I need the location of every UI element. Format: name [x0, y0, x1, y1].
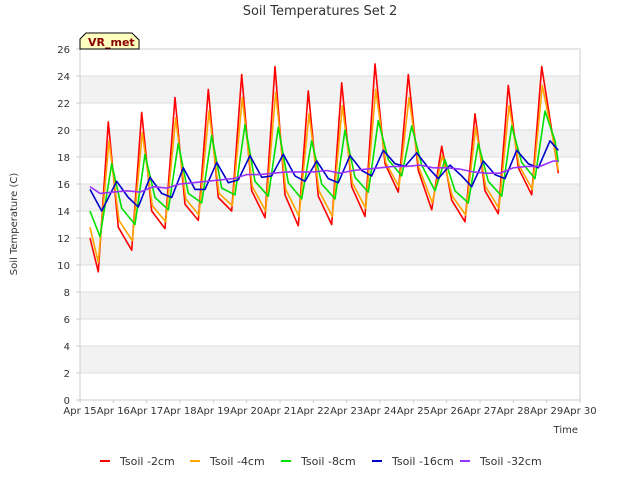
x-axis-label: Time	[553, 425, 578, 436]
x-tick-label: Apr 30	[563, 406, 596, 417]
x-tick-label: Apr 27	[463, 406, 496, 417]
y-tick-label: 20	[57, 126, 70, 137]
series-line-tsoil-4cm	[89, 84, 560, 264]
plot-band	[80, 373, 580, 400]
y-tick-label: 26	[57, 45, 70, 56]
chart-title: Soil Temperatures Set 2	[243, 4, 398, 19]
plot-band	[80, 76, 580, 103]
plot-band	[80, 130, 580, 157]
series-lines	[89, 63, 560, 273]
legend-label: Tsoil -8cm	[300, 455, 356, 468]
x-tick-label: Apr 15	[63, 406, 96, 417]
plot-band	[80, 211, 580, 238]
x-tick-label: Apr 25	[397, 406, 430, 417]
legend-label: Tsoil -4cm	[209, 455, 265, 468]
x-tick-label: Apr 16	[97, 406, 130, 417]
y-tick-label: 10	[57, 261, 70, 272]
x-tick-label: Apr 17	[130, 406, 163, 417]
x-tick-label: Apr 20	[230, 406, 263, 417]
legend-label: Tsoil -2cm	[119, 455, 175, 468]
plot-band	[80, 265, 580, 292]
y-tick-label: 0	[64, 396, 70, 407]
y-axis-label: Soil Temperature (C)	[9, 173, 20, 276]
plot-band	[80, 238, 580, 265]
legend-label: Tsoil -16cm	[391, 455, 454, 468]
series-line-tsoil-32cm	[89, 160, 559, 195]
y-tick-label: 6	[64, 315, 70, 326]
y-tick-label: 8	[64, 288, 70, 299]
y-tick-label: 16	[57, 180, 70, 191]
x-tick-label: Apr 24	[363, 406, 396, 417]
y-tick-label: 2	[64, 369, 70, 380]
x-tick-label: Apr 22	[297, 406, 330, 417]
legend-label: Tsoil -32cm	[479, 455, 542, 468]
x-tick-label: Apr 18	[163, 406, 196, 417]
x-tick-label: Apr 26	[430, 406, 463, 417]
y-tick-label: 18	[57, 153, 70, 164]
y-tick-label: 22	[57, 99, 70, 110]
x-tick-label: Apr 29	[530, 406, 563, 417]
plot-band	[80, 103, 580, 130]
station-badge: VR_met	[79, 32, 140, 50]
series-line-tsoil-8cm	[89, 110, 560, 238]
x-axis: Apr 15 Apr 16 Apr 17 Apr 18 Apr 19 Apr 20 Apr …	[63, 400, 597, 417]
y-tick-label: 24	[57, 72, 70, 83]
plot-background	[80, 49, 580, 400]
x-tick-label: Apr 21	[263, 406, 296, 417]
x-tick-label: Apr 19	[197, 406, 230, 417]
plot-band	[80, 292, 580, 319]
plot-band	[80, 49, 580, 76]
plot-frame	[79, 48, 581, 401]
y-tick-label: 12	[57, 234, 70, 245]
legend: Tsoil -2cm Tsoil -4cm Tsoil -8cm Tsoil -16c…	[100, 455, 542, 468]
plot-band	[80, 319, 580, 346]
badge-label: VR_met	[88, 36, 135, 49]
y-tick-label: 4	[64, 342, 70, 353]
y-tick-label: 14	[57, 207, 70, 218]
badge-shape	[79, 32, 140, 50]
x-tick-label: Apr 23	[330, 406, 363, 417]
x-tick-label: Apr 28	[497, 406, 530, 417]
series-line-tsoil-16cm	[89, 140, 559, 212]
plot-band	[80, 346, 580, 373]
